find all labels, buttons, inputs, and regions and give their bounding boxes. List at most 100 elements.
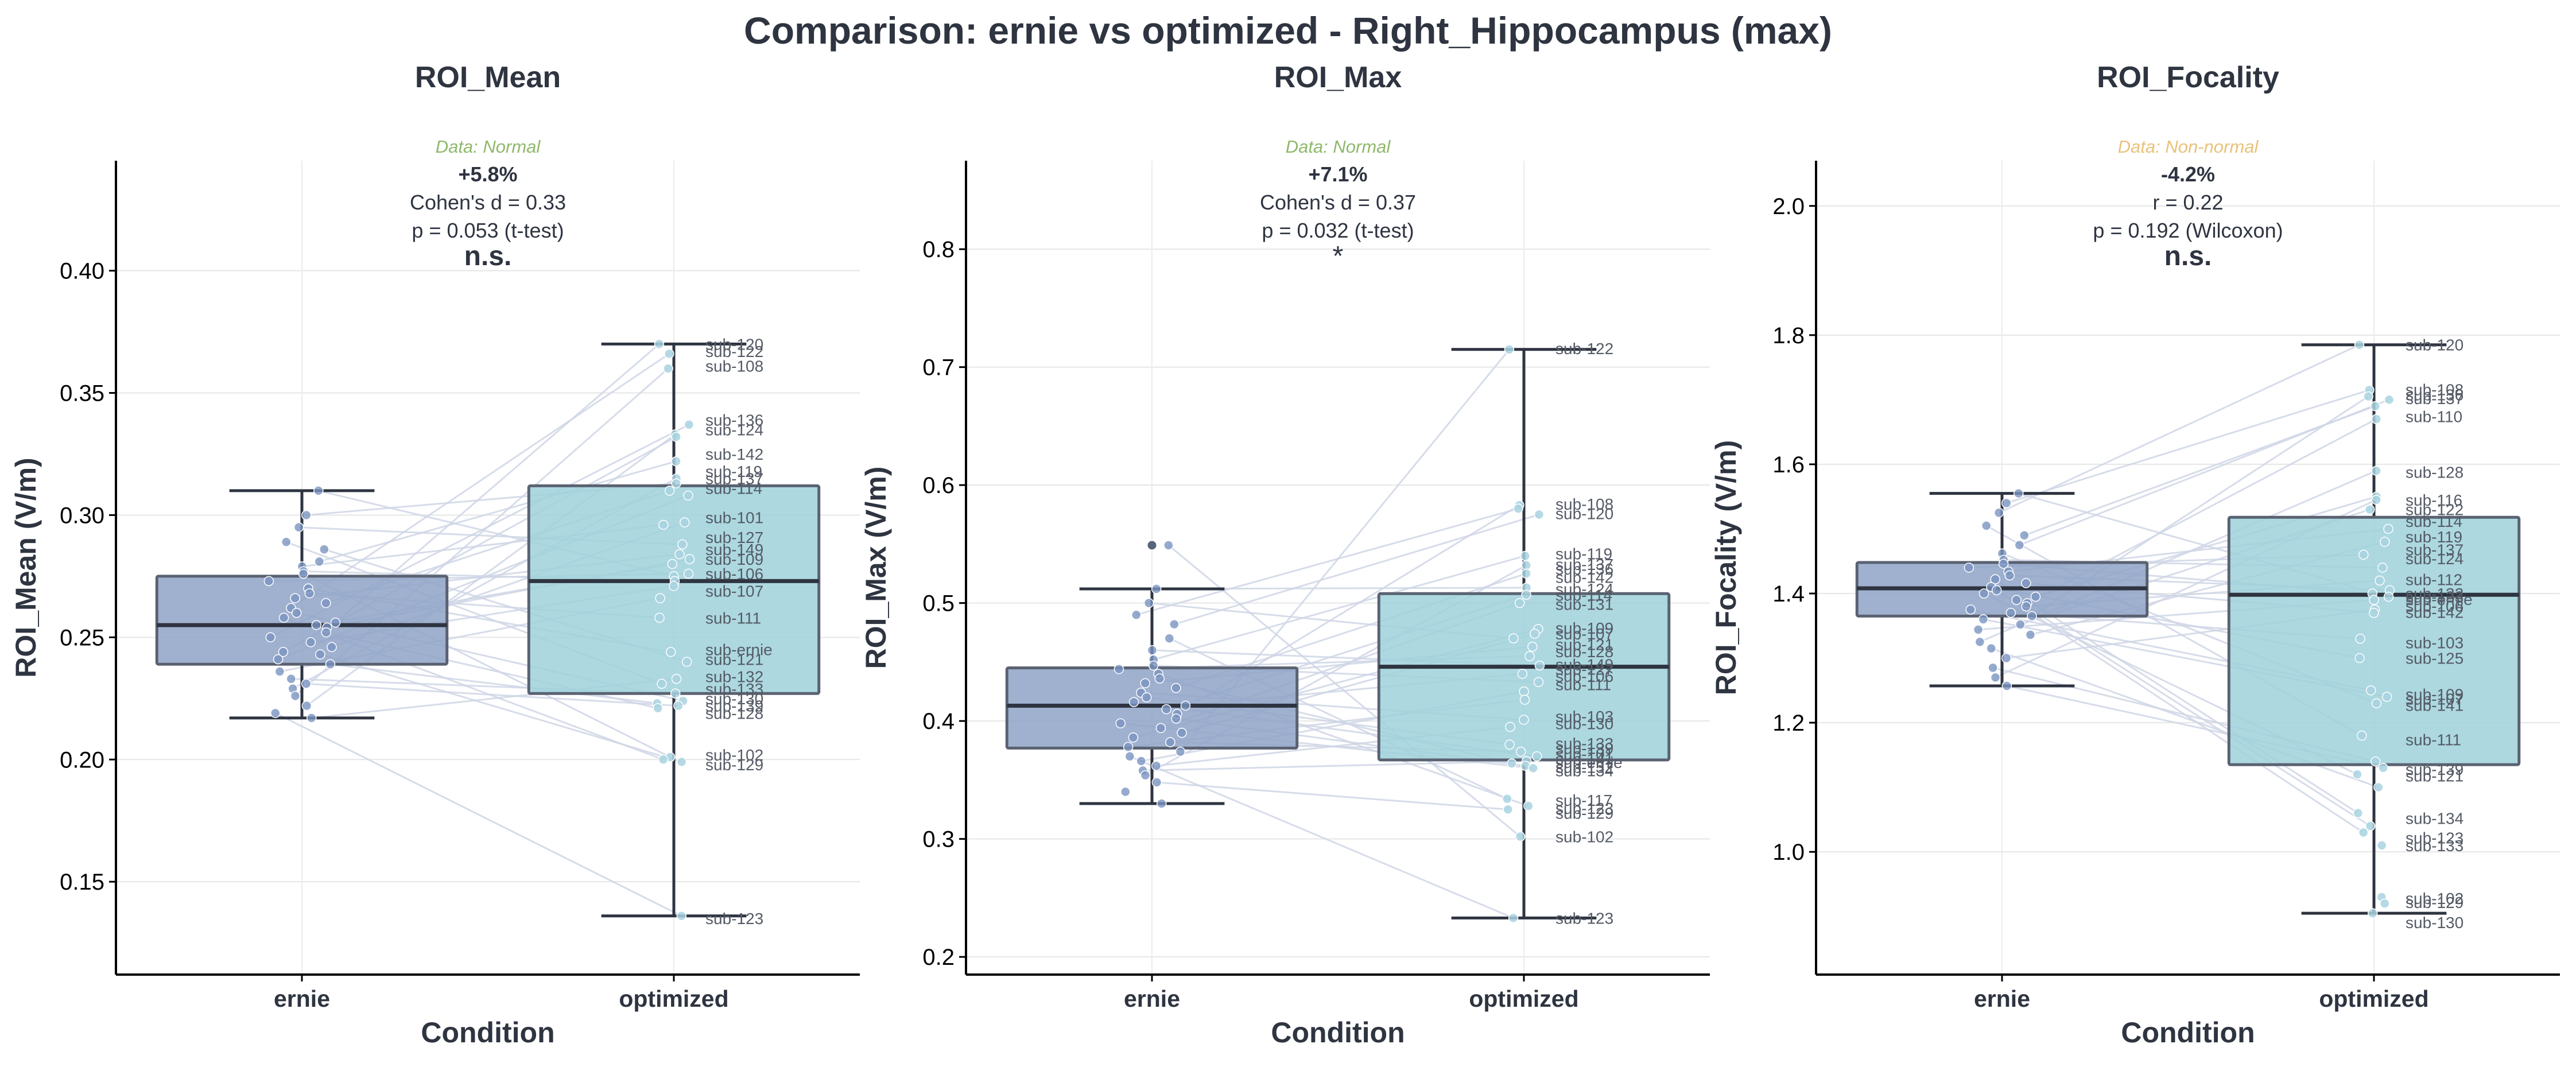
- optimized-point: [1527, 641, 1538, 652]
- subject-label: sub-123: [1555, 909, 1613, 927]
- subject-label: sub-109: [2406, 686, 2464, 704]
- ernie-point: [293, 522, 304, 533]
- ernie-point: [301, 700, 312, 711]
- subject-label: sub-142: [1555, 568, 1613, 586]
- ernie-point: [330, 618, 341, 628]
- ernie-point: [2011, 595, 2022, 606]
- ernie-point: [281, 537, 292, 548]
- ernie-point: [1120, 786, 1131, 797]
- y-tick-label: 0.2: [922, 945, 955, 970]
- subject-label: sub-116: [2406, 491, 2462, 509]
- optimized-point: [2367, 908, 2378, 918]
- panel-1: ROI_Meansub-120sub-122sub-108sub-136sub-…: [10, 61, 860, 1049]
- ernie-point: [278, 612, 289, 623]
- y-tick-label: 1.2: [1772, 711, 1805, 736]
- ernie-point: [314, 556, 325, 567]
- optimized-point: [2371, 495, 2381, 505]
- subject-label: sub-132: [1555, 758, 1613, 776]
- ernie-point: [1154, 673, 1165, 684]
- distribution-note: Data: Non-normal: [2118, 137, 2259, 157]
- optimized-point: [2353, 808, 2363, 818]
- subject-label: sub-128: [705, 704, 763, 722]
- x-axis-label: Condition: [2121, 1016, 2255, 1049]
- ernie-point: [1131, 610, 1142, 620]
- pair-line: [1143, 760, 1527, 771]
- subject-label: sub-121: [2406, 767, 2464, 785]
- p-value: p = 0.053 (t-test): [412, 219, 564, 242]
- ernie-point: [1151, 777, 1162, 787]
- subject-label: sub-114: [705, 480, 762, 498]
- subject-label: sub-137: [705, 470, 763, 488]
- optimized-point: [665, 647, 676, 657]
- subject-label: sub-106: [1555, 668, 1613, 685]
- subject-label: sub-136: [2406, 386, 2464, 403]
- ernie-point: [1163, 540, 1174, 550]
- subject-label: sub-136: [705, 411, 763, 429]
- optimized-point: [1519, 686, 1529, 697]
- subject-label: sub-149: [705, 541, 763, 558]
- optimized-point: [2381, 692, 2392, 702]
- subject-label: sub-109: [705, 550, 763, 568]
- ernie-point: [1128, 732, 1139, 743]
- subject-label: sub-127: [705, 529, 763, 546]
- optimized-point: [655, 593, 665, 603]
- subject-label: sub-108: [1555, 495, 1613, 513]
- x-tick-label: ernie: [1124, 985, 1180, 1012]
- ernie-point: [2021, 601, 2031, 612]
- effect-size: Cohen's d = 0.33: [410, 191, 566, 214]
- optimized-point: [2376, 840, 2387, 851]
- significance-marker: n.s.: [2164, 241, 2212, 271]
- optimized-point: [669, 581, 679, 591]
- ernie-point: [1147, 645, 1158, 655]
- p-value: p = 0.192 (Wilcoxon): [2093, 219, 2283, 242]
- ernie-point: [1978, 588, 1989, 599]
- ernie-point: [1986, 643, 1996, 654]
- subject-label: sub-109: [1555, 619, 1613, 637]
- panel-3: ROI_Focalitysub-120sub-108sub-136sub-137…: [1710, 61, 2560, 1049]
- ernie-point: [2025, 630, 2036, 640]
- subject-label: sub-124: [2406, 550, 2464, 568]
- subject-label: sub-133: [705, 680, 763, 698]
- ernie-point: [2005, 608, 2016, 618]
- y-tick-label: 0.4: [922, 709, 955, 734]
- subject-label: sub-122: [1555, 340, 1613, 358]
- y-tick-label: 1.6: [1772, 452, 1805, 478]
- subject-label: sub-102: [1555, 828, 1613, 846]
- ernie-point: [1136, 756, 1146, 766]
- ernie-point: [1973, 624, 1984, 635]
- optimized-point: [684, 420, 695, 430]
- optimized-point: [673, 700, 684, 711]
- ernie-point: [291, 608, 302, 618]
- subject-label: sub-119: [705, 463, 762, 480]
- pair-line: [1153, 555, 1526, 661]
- subject-label: sub-102: [705, 746, 763, 764]
- subject-label: sub-149: [1555, 656, 1613, 674]
- box-iqr: [1005, 666, 1299, 750]
- y-tick-label: 0.40: [60, 259, 104, 284]
- effect-size: Cohen's d = 0.37: [1260, 191, 1416, 214]
- y-tick-label: 0.35: [60, 381, 104, 406]
- ernie-point: [1964, 562, 1974, 573]
- ernie-point: [1140, 770, 1151, 781]
- ernie-point: [1993, 507, 2004, 518]
- pair-line: [1157, 781, 1508, 810]
- subject-label: sub-110: [2406, 408, 2462, 426]
- panels: ROI_Meansub-120sub-122sub-108sub-136sub-…: [10, 61, 2560, 1049]
- optimized-point: [1524, 651, 1535, 661]
- ernie-point: [1114, 664, 1124, 674]
- y-tick-label: 0.7: [922, 355, 955, 381]
- panel-title: ROI_Max: [1274, 61, 1402, 94]
- subject-label: sub-137: [2406, 541, 2464, 558]
- subject-label: sub-133: [1555, 735, 1613, 752]
- ernie-point: [1140, 678, 1150, 689]
- optimized-point: [658, 754, 669, 765]
- ernie-point: [301, 678, 312, 689]
- y-tick-label: 0.15: [60, 870, 104, 895]
- x-tick-label: ernie: [1974, 985, 2030, 1012]
- optimized-point: [654, 612, 665, 623]
- x-axis-label: Condition: [421, 1016, 554, 1049]
- pair-line: [306, 682, 678, 707]
- subject-label: sub-106: [705, 565, 763, 583]
- subject-label: sub-137: [1555, 556, 1613, 573]
- optimized-point: [1519, 694, 1530, 705]
